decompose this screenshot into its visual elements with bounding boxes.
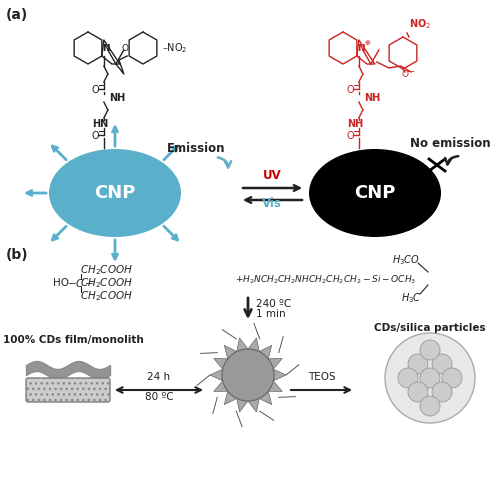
Text: (b): (b) — [6, 248, 28, 262]
Text: (a): (a) — [6, 8, 28, 22]
FancyArrowPatch shape — [445, 156, 458, 164]
Circle shape — [222, 349, 274, 401]
Text: 24 h: 24 h — [148, 372, 171, 382]
Circle shape — [408, 382, 428, 402]
Text: $H_3C$: $H_3C$ — [401, 291, 422, 305]
Text: O: O — [346, 85, 354, 95]
Text: N: N — [357, 44, 364, 53]
Text: 100% CDs film/monolith: 100% CDs film/monolith — [2, 335, 144, 345]
Text: TEOS: TEOS — [308, 372, 336, 382]
Circle shape — [420, 340, 440, 360]
Circle shape — [420, 396, 440, 416]
Text: $-C-$: $-C-$ — [67, 277, 95, 289]
Circle shape — [432, 354, 452, 374]
Text: 80 ºC: 80 ºC — [144, 392, 174, 402]
Ellipse shape — [49, 149, 181, 237]
Circle shape — [398, 368, 418, 388]
Text: HO: HO — [53, 278, 69, 288]
Text: Emission: Emission — [167, 141, 225, 155]
Text: CNP: CNP — [354, 184, 396, 202]
FancyArrowPatch shape — [218, 158, 231, 167]
Circle shape — [442, 368, 462, 388]
Text: Vis: Vis — [262, 197, 282, 210]
Text: NH: NH — [347, 119, 363, 129]
Text: O: O — [91, 85, 98, 95]
Text: ⊕: ⊕ — [364, 40, 370, 46]
Text: O: O — [122, 44, 128, 53]
Text: NH: NH — [109, 93, 125, 103]
Polygon shape — [210, 338, 286, 412]
Circle shape — [385, 333, 475, 423]
Text: O: O — [402, 70, 408, 79]
Ellipse shape — [309, 149, 441, 237]
Text: $+H_2NCH_2CH_2NHCH_2CH_2CH_2-Si-OCH_3$: $+H_2NCH_2CH_2NHCH_2CH_2CH_2-Si-OCH_3$ — [235, 274, 416, 286]
Text: 240 ºC: 240 ºC — [256, 299, 291, 309]
Text: $CH_2COOH$: $CH_2COOH$ — [80, 263, 134, 277]
Text: UV: UV — [262, 169, 281, 182]
Text: CNP: CNP — [94, 184, 136, 202]
Text: NH: NH — [364, 93, 380, 103]
Text: CDs/silica particles: CDs/silica particles — [374, 323, 486, 333]
Text: NO$_2$: NO$_2$ — [409, 17, 431, 31]
Text: No emission: No emission — [410, 136, 490, 149]
Text: N: N — [102, 44, 110, 53]
Text: O: O — [346, 131, 354, 141]
Text: 1 min: 1 min — [256, 309, 286, 319]
Text: $CH_2COOH$: $CH_2COOH$ — [80, 276, 134, 290]
Circle shape — [432, 382, 452, 402]
Text: HN: HN — [92, 119, 108, 129]
Text: $H_3CO$: $H_3CO$ — [392, 253, 420, 267]
Circle shape — [408, 354, 428, 374]
Circle shape — [420, 368, 440, 388]
Text: –NO$_2$: –NO$_2$ — [162, 41, 188, 55]
Text: −: − — [407, 67, 415, 77]
FancyBboxPatch shape — [26, 378, 110, 402]
Text: O: O — [91, 131, 98, 141]
Text: $CH_2COOH$: $CH_2COOH$ — [80, 289, 134, 303]
